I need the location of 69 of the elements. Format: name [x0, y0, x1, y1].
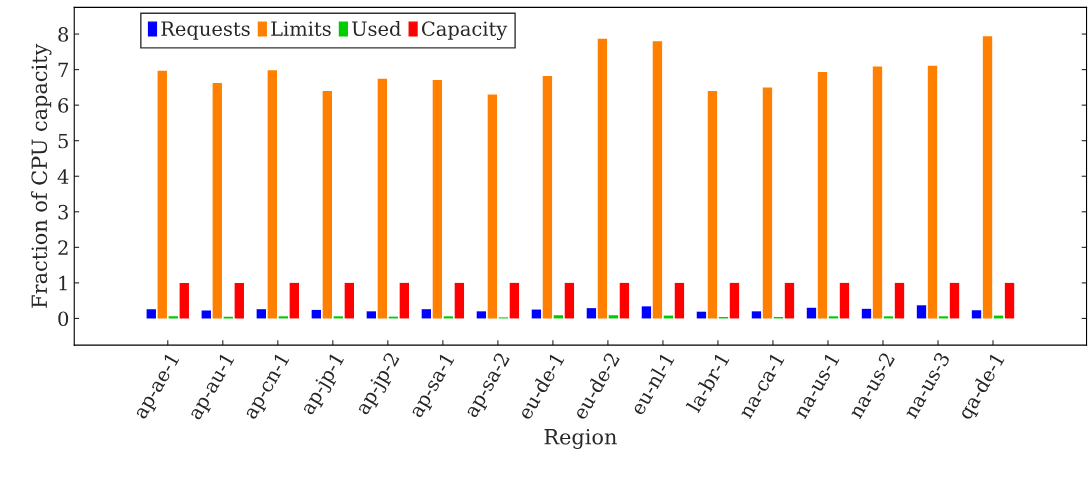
bar — [949, 282, 960, 319]
bar — [641, 306, 652, 319]
y-tick-label: 5 — [58, 133, 68, 149]
bar — [168, 316, 178, 319]
y-tick-label: 3 — [58, 204, 68, 220]
legend-label: Capacity — [422, 21, 508, 41]
y-tick-label: 4 — [57, 169, 69, 184]
bar — [157, 70, 167, 319]
bar — [322, 90, 332, 319]
bar — [652, 41, 663, 319]
bar — [311, 309, 321, 319]
bar — [1004, 282, 1015, 319]
y-tick-label: 2 — [58, 240, 68, 255]
bar — [674, 282, 685, 319]
bar — [784, 282, 795, 319]
y-tick-label: 1 — [59, 275, 67, 291]
bar — [179, 282, 189, 319]
bar — [729, 282, 740, 319]
bar — [256, 309, 266, 319]
bar — [938, 316, 949, 319]
bar — [872, 66, 883, 319]
y-axis-title: Fraction of CPU capacity — [31, 43, 52, 308]
bar — [344, 282, 355, 319]
bar — [146, 309, 156, 319]
bar — [861, 308, 872, 319]
bar — [707, 90, 718, 319]
bar — [377, 78, 388, 319]
bar — [817, 72, 828, 319]
bar — [476, 311, 487, 319]
bar — [806, 307, 817, 319]
bar — [564, 282, 575, 319]
bar — [509, 282, 520, 319]
bar — [421, 309, 432, 319]
y-tick-label: 8 — [58, 27, 69, 42]
bar — [916, 305, 927, 319]
bar — [487, 94, 498, 319]
bar — [267, 70, 277, 319]
bar — [883, 316, 894, 319]
y-tick-label: 0 — [58, 311, 69, 327]
bar — [432, 79, 443, 319]
bar — [212, 83, 222, 319]
bar — [971, 310, 982, 319]
bar — [839, 282, 850, 319]
bar — [586, 308, 597, 319]
bar — [333, 316, 344, 319]
bar — [828, 316, 839, 319]
legend-label: Used — [352, 21, 401, 37]
bar — [289, 282, 299, 319]
y-tick-label: 6 — [58, 98, 69, 113]
bar — [234, 282, 244, 319]
bar — [982, 36, 993, 319]
bar — [894, 282, 905, 319]
bar — [399, 282, 410, 319]
bar — [762, 87, 773, 319]
bar — [278, 316, 288, 319]
bar — [608, 315, 619, 319]
bar — [454, 282, 465, 319]
legend-label: Requests — [161, 21, 250, 40]
bar — [553, 315, 564, 319]
bar — [366, 311, 377, 319]
bar — [751, 311, 762, 319]
bar — [927, 65, 938, 319]
legend-label: Limits — [271, 21, 331, 37]
bar — [542, 76, 553, 319]
x-axis-title: Region — [544, 428, 617, 449]
y-tick-label: 7 — [58, 62, 68, 77]
bar — [597, 38, 608, 319]
bar — [443, 316, 454, 319]
bar — [619, 282, 630, 319]
